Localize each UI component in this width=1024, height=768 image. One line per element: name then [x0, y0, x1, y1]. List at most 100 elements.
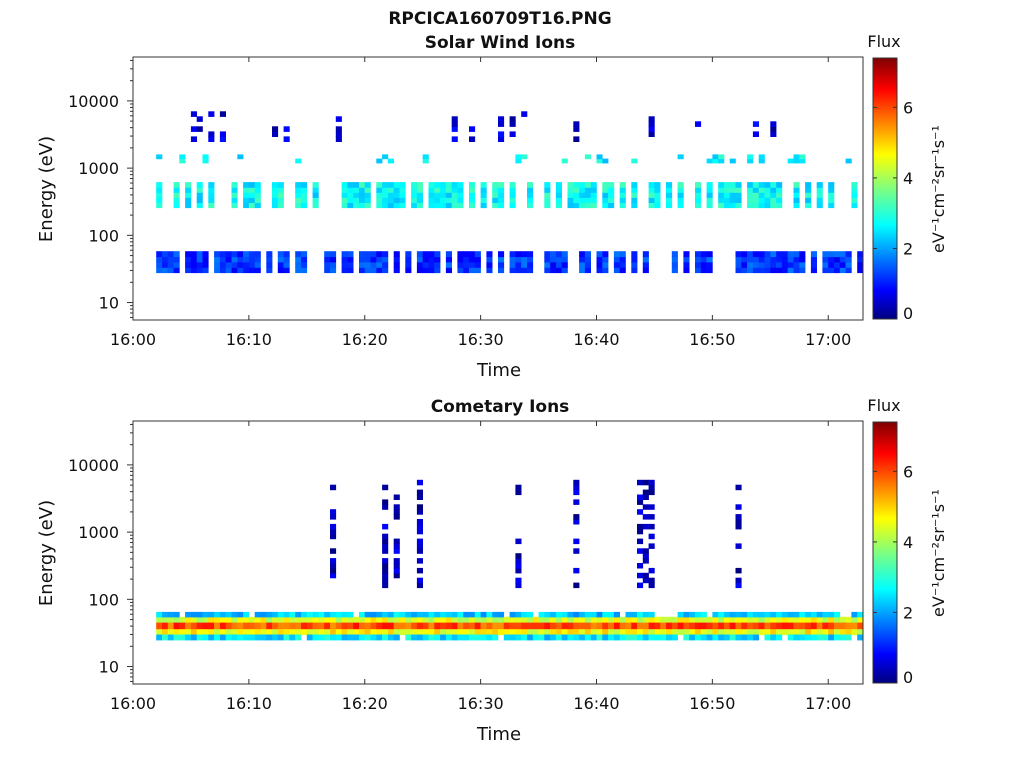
heatmap-cell-cometary: [330, 484, 337, 491]
heatmap-cell-cometary: [596, 634, 603, 641]
heatmap-cell-solar-wind: [474, 256, 481, 263]
heatmap-cell-solar-wind: [359, 256, 366, 263]
heatmap-cell-solar-wind: [770, 131, 777, 137]
heatmap-cell-cometary: [260, 622, 267, 630]
heatmap-cell-solar-wind: [202, 261, 209, 268]
heatmap-cell-solar-wind: [469, 251, 476, 258]
heatmap-cell-cometary: [457, 622, 464, 630]
heatmap-cell-cometary: [625, 634, 632, 641]
heatmap-cell-cometary: [428, 611, 435, 618]
heatmap-cell-solar-wind: [445, 197, 452, 203]
heatmap-cell-solar-wind: [457, 192, 464, 198]
heatmap-cell-cometary: [810, 611, 817, 618]
heatmap-cell-cometary: [463, 622, 470, 630]
heatmap-cell-cometary: [735, 519, 742, 525]
heatmap-cell-cometary: [857, 629, 864, 636]
heatmap-cell-cometary: [573, 514, 580, 520]
heatmap-cell-solar-wind: [654, 192, 661, 198]
heatmap-cell-cometary: [648, 489, 655, 496]
heatmap-cell-solar-wind: [167, 261, 174, 268]
heatmap-cell-solar-wind: [666, 187, 673, 193]
heatmap-cell-cometary: [816, 616, 823, 623]
heatmap-cell-solar-wind: [266, 261, 273, 268]
heatmap-cell-cometary: [805, 611, 812, 618]
heatmap-cell-solar-wind: [266, 251, 273, 258]
heatmap-cell-cometary: [173, 634, 180, 641]
heatmap-cell-cometary: [382, 484, 389, 491]
heatmap-cell-solar-wind: [416, 251, 423, 258]
heatmap-cell-cometary: [758, 616, 765, 623]
heatmap-cell-solar-wind: [428, 267, 435, 274]
heatmap-cell-cometary: [243, 629, 250, 636]
heatmap-cell-cometary: [330, 548, 337, 554]
heatmap-cell-solar-wind: [729, 192, 736, 198]
heatmap-cell-solar-wind: [376, 197, 383, 203]
heatmap-cell-cometary: [289, 634, 296, 641]
heatmap-cell-cometary: [642, 572, 649, 579]
heatmap-cell-cometary: [295, 634, 302, 641]
heatmap-cell-cometary: [764, 629, 771, 636]
heatmap-cell-cometary: [793, 634, 800, 641]
heatmap-cell-solar-wind: [387, 158, 394, 164]
heatmap-cell-solar-wind: [758, 182, 765, 188]
heatmap-cell-solar-wind: [509, 116, 516, 122]
heatmap-cell-solar-wind: [173, 192, 180, 198]
heatmap-cell-cometary: [828, 611, 835, 618]
heatmap-cell-cometary: [463, 629, 470, 636]
heatmap-cell-solar-wind: [776, 187, 783, 193]
heatmap-cell-solar-wind: [185, 261, 192, 268]
heatmap-cell-cometary: [666, 629, 673, 636]
heatmap-cell-cometary: [660, 616, 667, 623]
heatmap-cell-cometary: [637, 479, 644, 486]
heatmap-cell-solar-wind: [828, 261, 835, 268]
heatmap-cell-solar-wind: [231, 202, 238, 209]
heatmap-cell-solar-wind: [521, 111, 528, 117]
heatmap-cell-cometary: [202, 616, 209, 623]
heatmap-cell-solar-wind: [706, 251, 713, 258]
heatmap-cell-cometary: [660, 622, 667, 630]
heatmap-cell-solar-wind: [295, 251, 302, 258]
heatmap-cell-solar-wind: [359, 202, 366, 209]
heatmap-cell-solar-wind: [758, 197, 765, 203]
heatmap-cell-solar-wind: [839, 267, 846, 274]
heatmap-cell-solar-wind: [747, 158, 754, 164]
heatmap-cell-solar-wind: [683, 251, 690, 258]
heatmap-cell-cometary: [185, 616, 192, 623]
heatmap-cell-cometary: [202, 634, 209, 641]
heatmap-cell-solar-wind: [700, 261, 707, 268]
heatmap-cell-solar-wind: [295, 261, 302, 268]
heatmap-cell-solar-wind: [509, 261, 516, 268]
heatmap-cell-solar-wind: [219, 261, 226, 268]
heatmap-cell-cometary: [416, 558, 423, 564]
heatmap-cell-cometary: [289, 611, 296, 618]
colorbar-tick-label: 0: [903, 304, 913, 323]
heatmap-cell-solar-wind: [445, 202, 452, 209]
heatmap-cell-cometary: [857, 634, 864, 641]
heatmap-cell-solar-wind: [695, 251, 702, 258]
heatmap-cell-cometary: [254, 616, 261, 623]
heatmap-cell-cometary: [550, 611, 557, 618]
heatmap-cell-solar-wind: [486, 251, 493, 258]
heatmap-cell-solar-wind: [596, 256, 603, 263]
heatmap-cell-cometary: [312, 629, 319, 636]
heatmap-cell-cometary: [208, 629, 215, 636]
heatmap-cell-solar-wind: [596, 261, 603, 268]
heatmap-cell-solar-wind: [770, 192, 777, 198]
heatmap-cell-solar-wind: [434, 202, 441, 209]
heatmap-cell-solar-wind: [440, 192, 447, 198]
heatmap-cell-cometary: [619, 616, 626, 623]
heatmap-cell-solar-wind: [799, 267, 806, 274]
heatmap-cell-cometary: [654, 616, 661, 623]
x-tick-label: 16:40: [573, 694, 619, 713]
heatmap-cell-cometary: [816, 629, 823, 636]
heatmap-cell-cometary: [353, 629, 360, 636]
heatmap-cell-cometary: [451, 634, 458, 641]
heatmap-cell-solar-wind: [613, 251, 620, 258]
heatmap-cell-cometary: [411, 634, 418, 641]
heatmap-cell-solar-wind: [828, 197, 835, 203]
heatmap-cell-cometary: [648, 479, 655, 486]
heatmap-cell-solar-wind: [822, 261, 829, 268]
heatmap-cell-solar-wind: [805, 182, 812, 188]
heatmap-cell-solar-wind: [573, 121, 580, 127]
heatmap-cell-solar-wind: [376, 182, 383, 188]
